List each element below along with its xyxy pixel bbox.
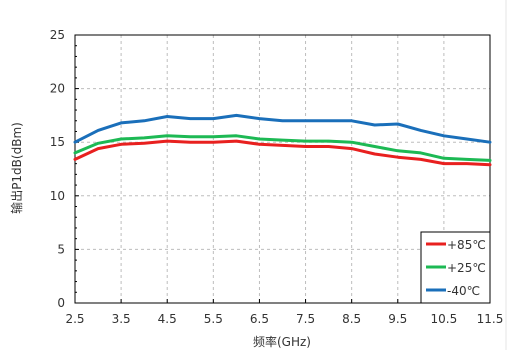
x-axis-title: 频率(GHz) [253, 334, 311, 349]
series-line-2 [73, 113, 492, 144]
plot-area [74, 34, 491, 304]
y-tick-labels: 0 5 10 15 20 25 [50, 28, 65, 310]
legend-label: +25℃ [447, 261, 486, 275]
legend-label: -40℃ [447, 284, 480, 298]
y-axis-title: 输出P1dB(dBm) [9, 122, 24, 214]
legend: +85℃ +25℃ -40℃ [420, 231, 491, 304]
x-tick-label: 10.5 [431, 312, 458, 326]
x-tick-label: 6.5 [250, 312, 269, 326]
series-line-0 [73, 139, 492, 167]
y-tick-label: 0 [57, 296, 65, 310]
y-tick-label: 5 [57, 242, 65, 256]
legend-label: +85℃ [447, 238, 486, 252]
y-tick-label: 15 [50, 135, 65, 149]
series-line-1 [73, 134, 492, 162]
y-tick-label: 25 [50, 28, 65, 42]
x-tick-label: 7.5 [296, 312, 315, 326]
series-lines [73, 113, 492, 167]
x-tick-label: 2.5 [65, 312, 84, 326]
x-tick-label: 11.5 [477, 312, 504, 326]
x-tick-label: 9.5 [388, 312, 407, 326]
x-tick-label: 4.5 [158, 312, 177, 326]
y-tick-label: 10 [50, 189, 65, 203]
x-tick-label: 5.5 [204, 312, 223, 326]
grid [74, 34, 491, 304]
x-tick-labels: 2.5 3.5 4.5 5.5 6.5 7.5 8.5 9.5 10.5 11.5 [65, 312, 503, 326]
y-tick-label: 20 [50, 82, 65, 96]
x-tick-label: 8.5 [342, 312, 361, 326]
x-tick-label: 3.5 [112, 312, 131, 326]
